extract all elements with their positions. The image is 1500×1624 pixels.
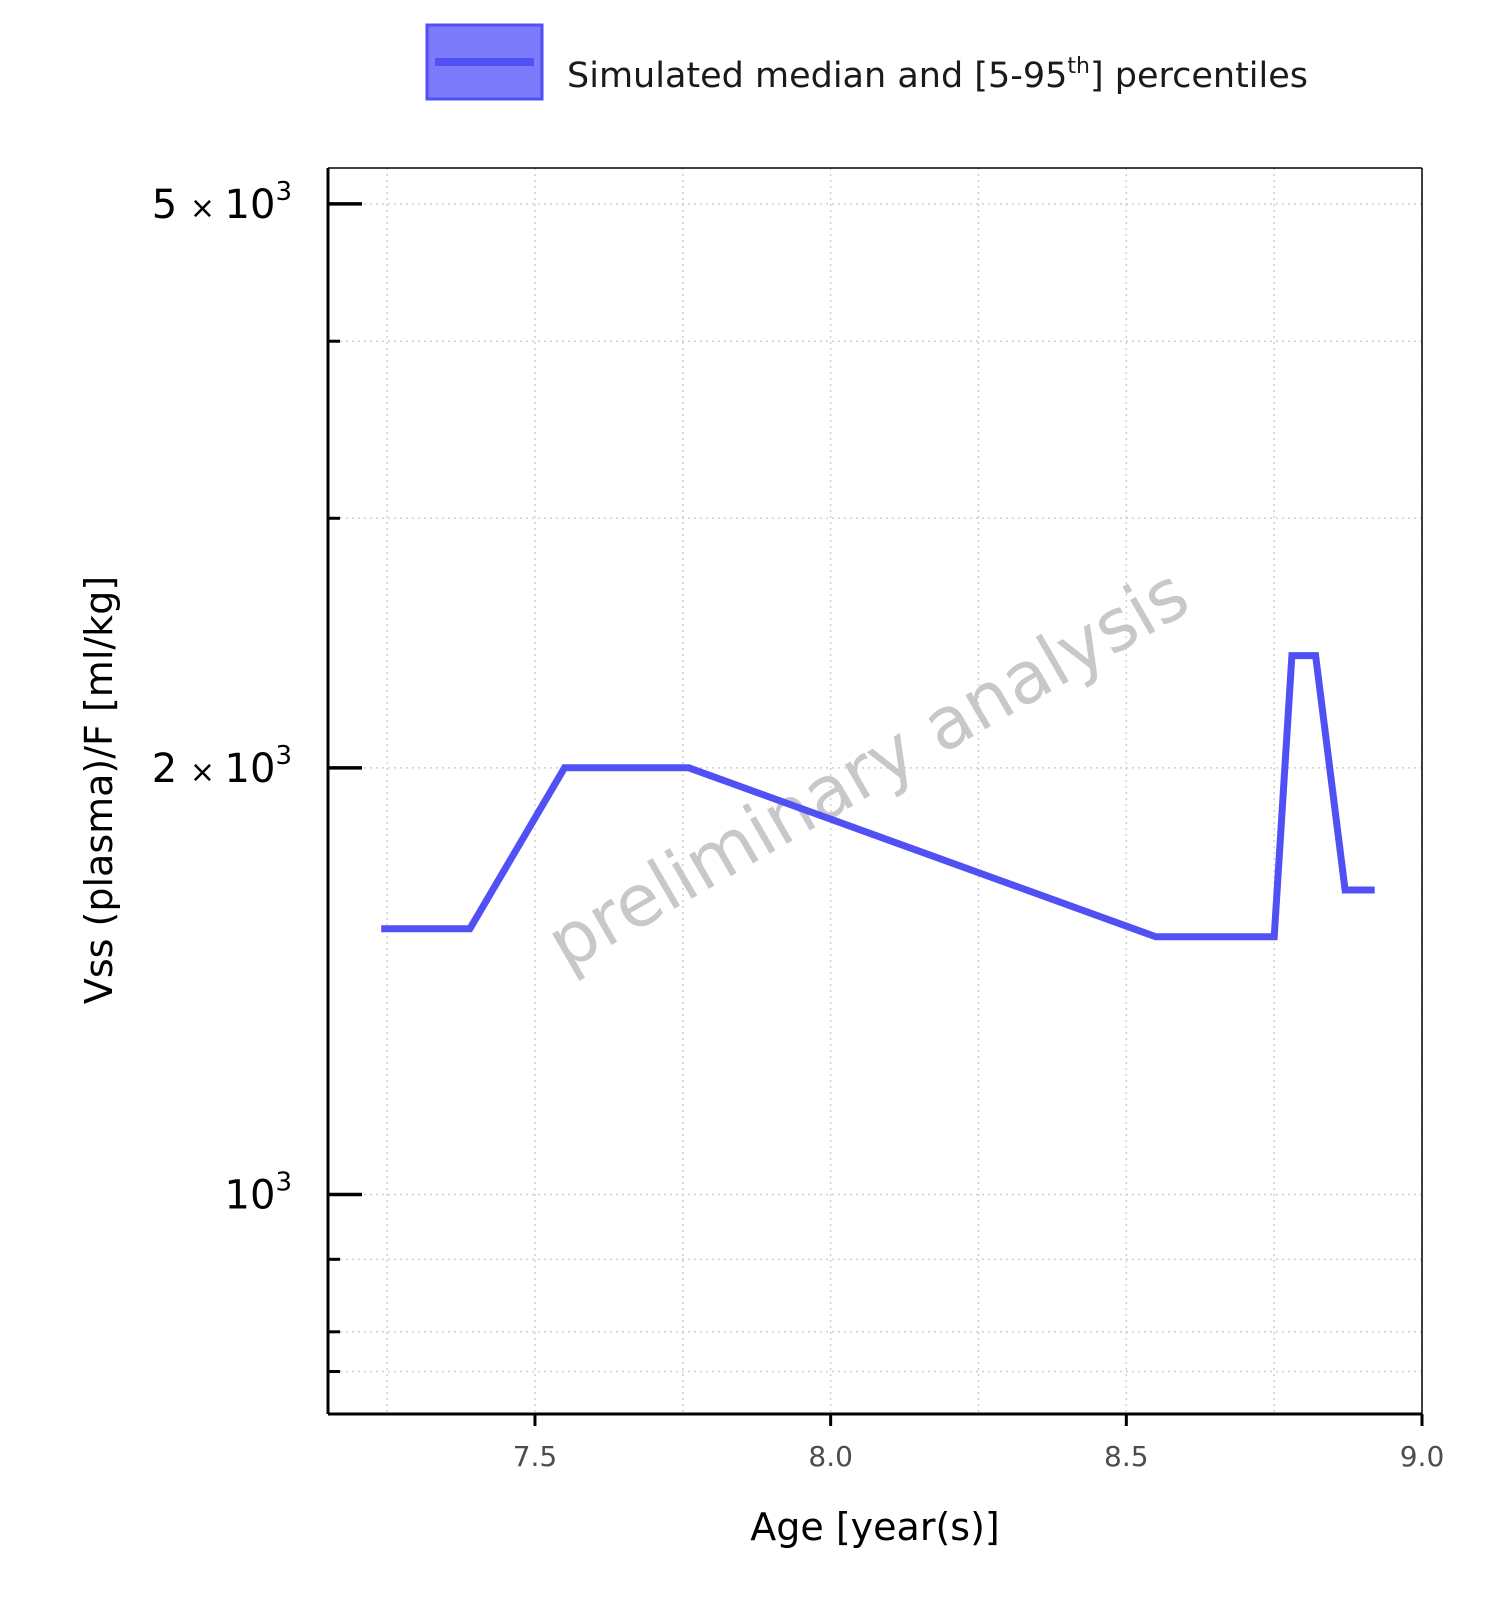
legend-label-prefix: Simulated median and [5-95 bbox=[567, 56, 1067, 96]
x-tick-label: 7.5 bbox=[513, 1440, 558, 1473]
legend: Simulated median and [5-95th] percentile… bbox=[425, 23, 1308, 101]
y-tick-label: 2 × 103 bbox=[152, 741, 292, 792]
y-tick-label-times: × bbox=[190, 755, 225, 790]
grid-layer bbox=[328, 168, 1423, 1414]
y-tick-label-base: 10 bbox=[225, 746, 276, 792]
y-tick-label-exp: 3 bbox=[275, 1167, 292, 1197]
legend-label-suffix: ] percentiles bbox=[1090, 56, 1308, 96]
x-tick-label: 8.0 bbox=[808, 1440, 853, 1473]
series-layer bbox=[381, 652, 1375, 941]
y-tick-label: 5 × 103 bbox=[152, 177, 292, 228]
series-line-median bbox=[381, 652, 1375, 941]
y-tick-label-mantissa: 5 bbox=[152, 182, 190, 228]
x-axis-title: Age [year(s)] bbox=[750, 1505, 999, 1549]
y-tick-label-base: 10 bbox=[225, 1172, 276, 1218]
y-tick-label-times: × bbox=[190, 191, 225, 226]
y-tick-label-exp: 3 bbox=[275, 741, 292, 771]
y-axis-title: Vss (plasma)/F [ml/kg] bbox=[77, 576, 121, 1004]
x-tick-label: 9.0 bbox=[1400, 1440, 1445, 1473]
x-ticks: 7.5 8.0 8.5 9.0 bbox=[513, 1414, 1445, 1473]
y-tick-label: 103 bbox=[225, 1167, 292, 1218]
y-tick-label-base: 10 bbox=[225, 182, 276, 228]
y-tick-label-mantissa: 2 bbox=[152, 746, 190, 792]
x-tick-label: 8.5 bbox=[1104, 1440, 1149, 1473]
legend-label: Simulated median and [5-95th] percentile… bbox=[567, 54, 1308, 96]
y-tick-label-exp: 3 bbox=[275, 177, 292, 207]
legend-label-sup: th bbox=[1067, 54, 1090, 79]
